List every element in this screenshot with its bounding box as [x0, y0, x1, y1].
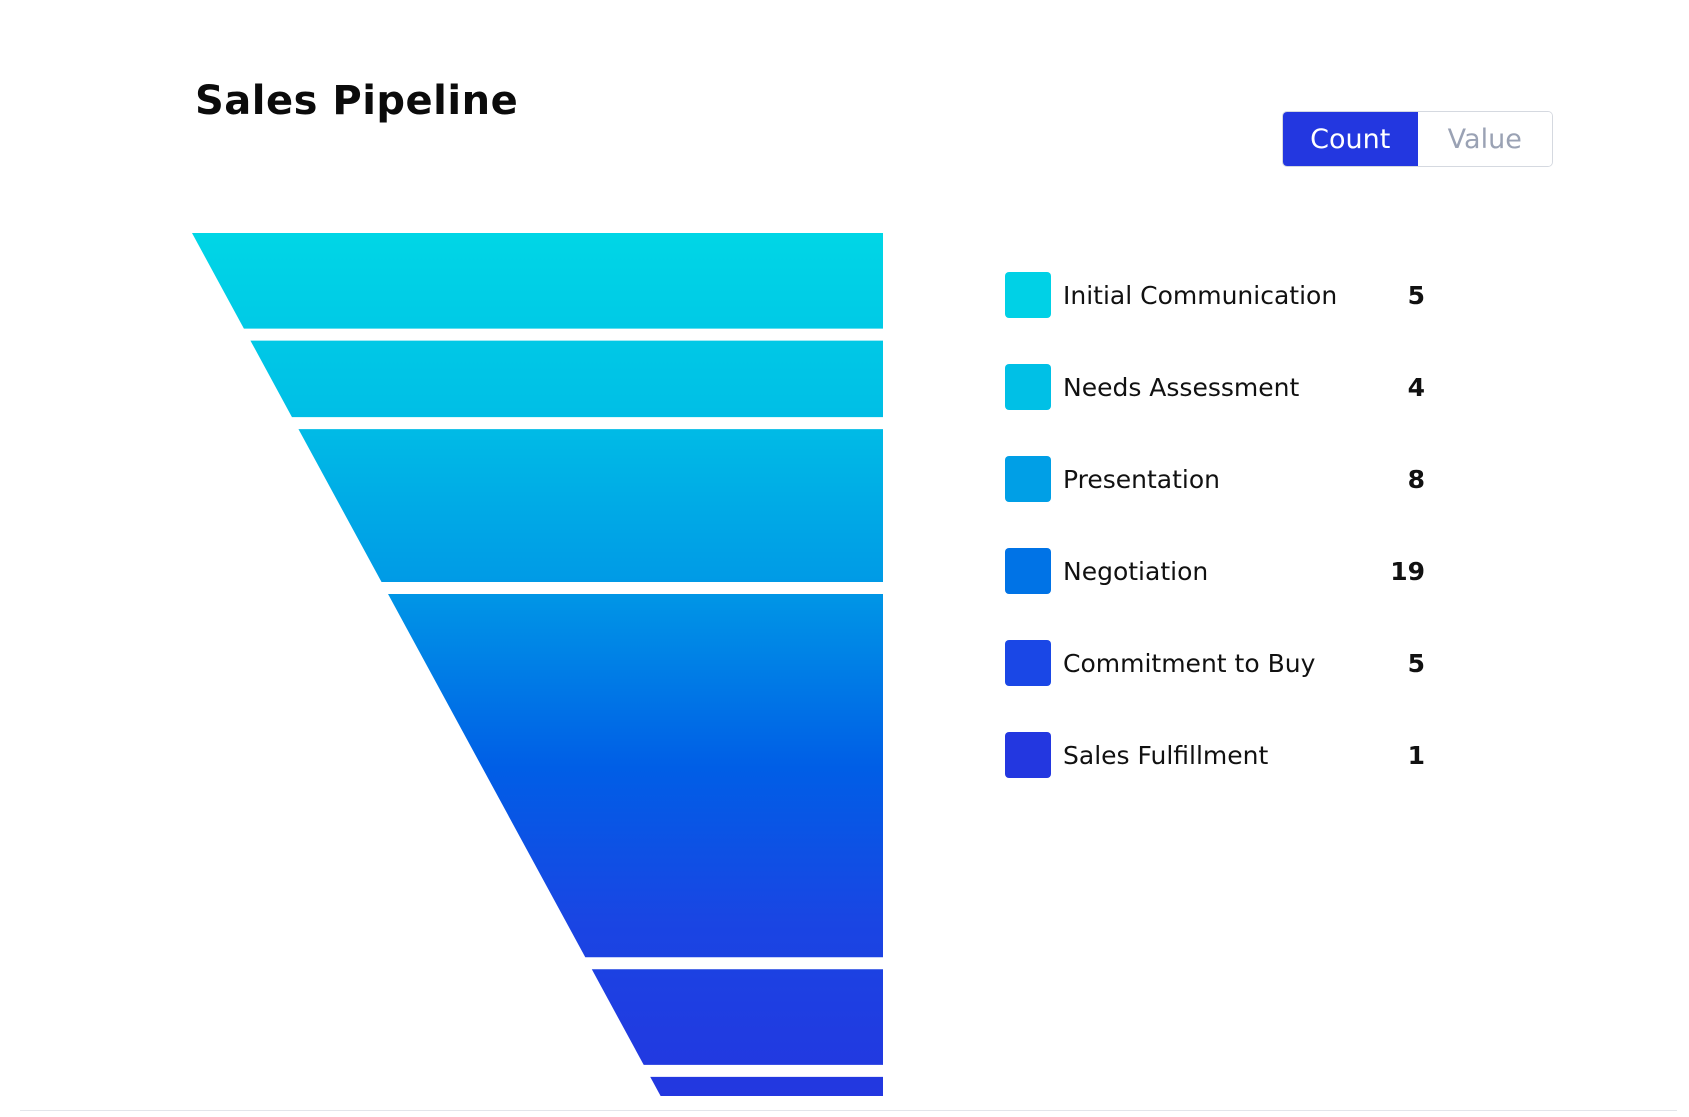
count-toggle-button[interactable]: Count: [1283, 112, 1418, 166]
funnel-segment-1[interactable]: [192, 233, 883, 329]
funnel-chart: [192, 233, 884, 1096]
legend-swatch: [1005, 640, 1051, 686]
legend-item[interactable]: Sales Fulfillment 1: [1005, 732, 1425, 778]
funnel-segment-2[interactable]: [250, 340, 884, 418]
funnel-segment-3[interactable]: [298, 429, 883, 583]
legend-label: Sales Fulfillment: [1063, 740, 1269, 770]
legend-value: 19: [1390, 556, 1425, 586]
legend-item[interactable]: Needs Assessment 4: [1005, 364, 1425, 410]
funnel-segment-6[interactable]: [650, 1076, 883, 1096]
legend-value: 5: [1407, 648, 1425, 678]
legend-item[interactable]: Presentation 8: [1005, 456, 1425, 502]
legend-swatch: [1005, 456, 1051, 502]
funnel-segment-4[interactable]: [388, 594, 883, 958]
legend-item[interactable]: Negotiation 19: [1005, 548, 1425, 594]
legend-value: 5: [1407, 280, 1425, 310]
legend-label: Presentation: [1063, 464, 1221, 494]
divider: [20, 1110, 1677, 1111]
legend-swatch: [1005, 364, 1051, 410]
legend-label: Needs Assessment: [1063, 372, 1300, 402]
legend-label: Negotiation: [1063, 556, 1209, 586]
legend-item[interactable]: Initial Communication 5: [1005, 272, 1425, 318]
legend-value: 1: [1407, 740, 1425, 770]
legend-swatch: [1005, 548, 1051, 594]
value-toggle-button[interactable]: Value: [1417, 112, 1552, 166]
legend-value: 8: [1407, 464, 1425, 494]
funnel-segment-5[interactable]: [591, 969, 883, 1065]
legend-label: Initial Communication: [1063, 280, 1338, 310]
legend-swatch: [1005, 272, 1051, 318]
chart-title: Sales Pipeline: [195, 78, 519, 124]
legend-value: 4: [1407, 372, 1425, 402]
legend-item[interactable]: Commitment to Buy 5: [1005, 640, 1425, 686]
count-value-toggle[interactable]: Count Value: [1282, 111, 1553, 167]
legend-label: Commitment to Buy: [1063, 648, 1316, 678]
legend-swatch: [1005, 732, 1051, 778]
